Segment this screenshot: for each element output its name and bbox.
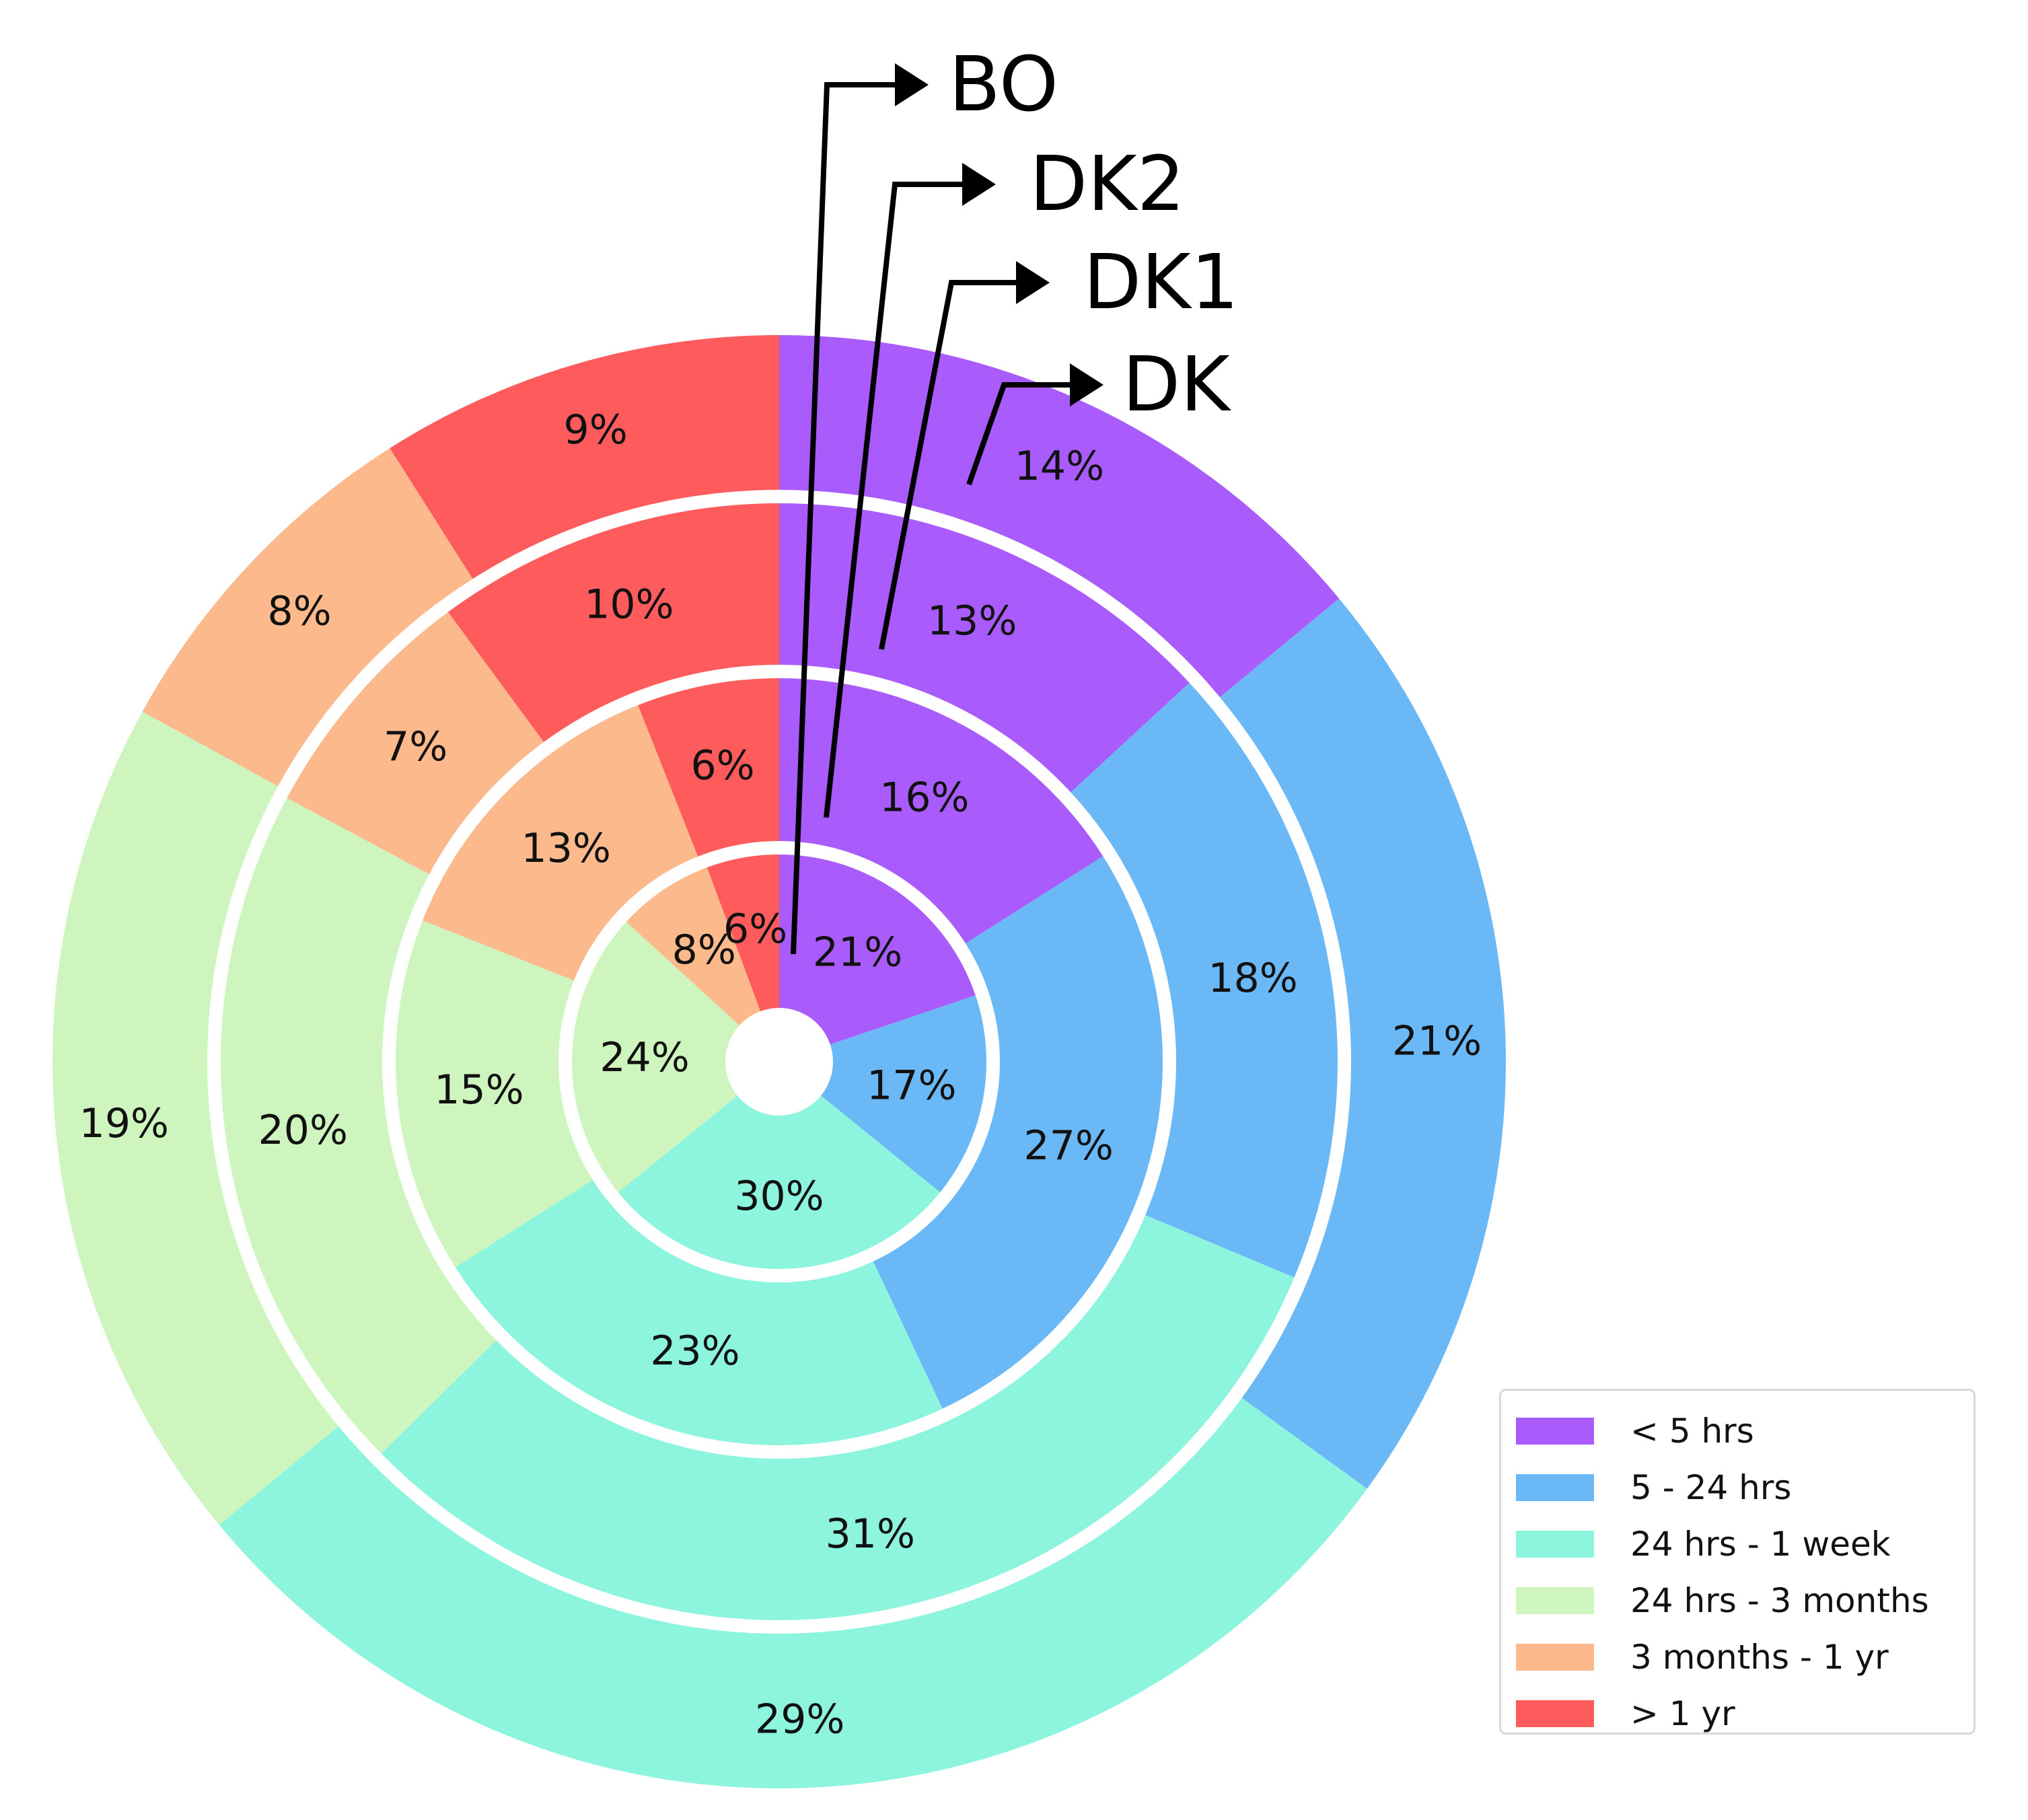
legend-swatch [1516, 1474, 1594, 1501]
percent-label-dk1-6: 10% [584, 581, 674, 628]
percent-label-bo-5: 8% [672, 926, 736, 974]
legend-item: 5 - 24 hrs [1516, 1459, 1973, 1516]
slice-dk2-3 [455, 1179, 943, 1445]
slice-dk-5 [142, 448, 473, 787]
arrowhead-dk2 [962, 163, 996, 206]
ring-label-dk1: DK1 [1083, 239, 1239, 326]
slice-dk1-3 [381, 1214, 1295, 1620]
legend-item: 24 hrs - 1 week [1516, 1516, 1973, 1572]
percent-label-dk2-2: 27% [1024, 1122, 1114, 1169]
percent-label-bo-1: 21% [813, 929, 902, 976]
slice-bo-3 [618, 1095, 941, 1269]
legend-swatch [1516, 1531, 1594, 1558]
slice-dk1-4 [221, 798, 497, 1454]
percent-labels-layer: 21%17%30%24%8%6%16%27%23%15%13%6%13%18%3… [79, 406, 1482, 1743]
legend-label: < 5 hrs [1630, 1412, 1754, 1451]
ring-label-dk2: DK2 [1029, 141, 1185, 228]
percent-label-bo-2: 17% [867, 1062, 956, 1109]
percent-label-dk1-1: 13% [927, 597, 1017, 645]
percent-label-dk2-4: 15% [434, 1066, 523, 1114]
legend: < 5 hrs 5 - 24 hrs 24 hrs - 1 week 24 hrs -… [1499, 1389, 1976, 1735]
legend-item: > 1 yr [1516, 1685, 1973, 1742]
slice-dk1-5 [287, 612, 544, 875]
legend-item: < 5 hrs [1516, 1403, 1973, 1459]
ring-leaders-layer: BO DK2 DK1 DK [791, 41, 1239, 955]
legend-label: > 1 yr [1630, 1694, 1735, 1733]
percent-label-dk2-5: 13% [521, 825, 611, 872]
percent-label-dk-3: 29% [755, 1696, 844, 1743]
legend-label: 24 hrs - 3 months [1630, 1581, 1929, 1620]
slice-bo-6 [707, 854, 779, 1012]
leader-line-dk1 [879, 280, 1016, 650]
ring-slices-layer [52, 335, 1507, 1788]
percent-label-dk-2: 21% [1392, 1017, 1482, 1064]
percent-label-dk2-1: 16% [879, 774, 969, 821]
percent-label-dk2-3: 23% [650, 1327, 739, 1375]
legend-swatch [1516, 1644, 1594, 1671]
legend-label: 24 hrs - 1 week [1630, 1525, 1891, 1564]
percent-label-dk-4: 19% [79, 1100, 169, 1147]
leader-line-dk [966, 382, 1070, 486]
percent-label-dk1-3: 31% [826, 1510, 915, 1558]
slice-dk1-6 [447, 503, 779, 742]
slice-dk2-5 [423, 705, 698, 981]
slice-bo-1 [779, 854, 976, 1045]
percent-label-dk1-2: 18% [1208, 955, 1297, 1002]
ring-label-bo: BO [949, 41, 1058, 129]
slice-bo-2 [821, 995, 986, 1193]
slice-dk1-1 [779, 503, 1190, 793]
percent-label-dk1-5: 7% [384, 723, 447, 770]
legend-swatch [1516, 1587, 1594, 1614]
slice-dk-6 [390, 335, 779, 579]
percent-label-bo-4: 24% [600, 1034, 689, 1081]
slice-dk-4 [52, 711, 339, 1525]
percent-label-dk1-4: 20% [258, 1107, 348, 1154]
legend-swatch [1516, 1418, 1594, 1445]
percent-label-bo-3: 30% [734, 1173, 824, 1220]
arrowhead-dk [1070, 363, 1103, 406]
ring-label-dk: DK [1122, 341, 1231, 429]
slice-dk1-2 [1071, 682, 1338, 1278]
percent-label-dk-1: 14% [1015, 443, 1104, 490]
legend-swatch [1516, 1700, 1594, 1727]
percent-label-dk-6: 9% [564, 406, 628, 453]
percent-label-dk-5: 8% [267, 588, 331, 635]
slice-dk2-1 [779, 678, 1103, 944]
percent-label-dk2-6: 6% [690, 742, 754, 789]
slice-dk-2 [1219, 598, 1507, 1489]
slice-dk2-4 [396, 920, 593, 1268]
arrowhead-dk1 [1016, 261, 1050, 304]
legend-label: 5 - 24 hrs [1630, 1468, 1792, 1507]
percent-label-bo-6: 6% [723, 906, 787, 953]
slice-bo-4 [572, 922, 739, 1193]
slice-dk-3 [219, 1397, 1367, 1788]
slice-dk-1 [779, 335, 1340, 698]
legend-item: 3 months - 1 yr [1516, 1629, 1973, 1685]
arrowhead-bo [895, 63, 929, 106]
slice-dk2-6 [638, 678, 779, 857]
slice-dk2-2 [873, 856, 1163, 1409]
leader-line-dk2 [824, 182, 962, 818]
slice-bo-5 [626, 867, 761, 1026]
legend-label: 3 months - 1 yr [1630, 1638, 1889, 1677]
legend-item: 24 hrs - 3 months [1516, 1572, 1973, 1629]
leader-line-bo [791, 82, 895, 955]
